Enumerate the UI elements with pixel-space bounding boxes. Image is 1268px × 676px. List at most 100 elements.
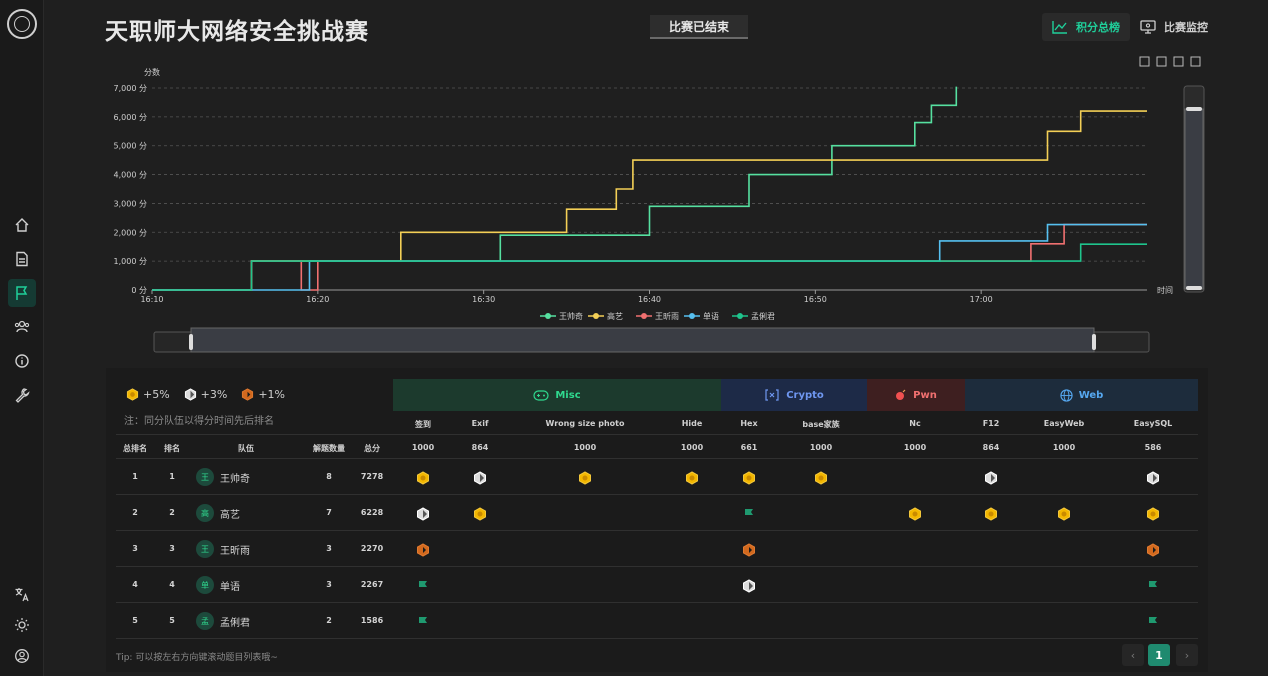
challenge-points-0: 1000: [411, 443, 435, 452]
y-tick-label-3: 3,000 分: [114, 199, 147, 208]
challenge-name-5[interactable]: base家族: [802, 420, 840, 429]
zoom-icon[interactable]: [1139, 56, 1150, 67]
y-tick-label-1: 1,000 分: [114, 257, 147, 266]
header-rank: 排名: [164, 444, 180, 453]
team-name: 孟俐君: [220, 617, 250, 629]
header-team: 队伍: [238, 444, 254, 453]
vertical-zoom-range[interactable]: [1184, 108, 1204, 290]
row-divider: [116, 566, 1198, 567]
overall-rank-cell: 4: [132, 580, 138, 589]
category-crypto: Crypto: [721, 379, 867, 411]
vertical-zoom-handle-bottom[interactable]: [1186, 286, 1202, 290]
solved-flag-icon: [416, 578, 430, 592]
refresh-icon[interactable]: [1173, 56, 1184, 67]
challenge-name-0[interactable]: 签到: [415, 420, 431, 429]
gold-medal-icon: [814, 470, 828, 485]
challenge-name-2[interactable]: Wrong size photo: [545, 419, 625, 428]
ranking-note: 注：同分队伍以得分时间先后排名: [124, 416, 274, 427]
team-cell[interactable]: 高高艺: [196, 504, 240, 522]
gold-medal-icon: [1057, 506, 1071, 521]
team-icon[interactable]: [8, 313, 36, 341]
legend-marker-0: [545, 313, 551, 319]
challenge-name-8[interactable]: EasyWeb: [1043, 419, 1085, 428]
rank-cell: 3: [169, 544, 175, 553]
team-cell[interactable]: 单单语: [196, 576, 240, 594]
tab-monitor[interactable]: 比赛监控: [1130, 13, 1218, 41]
bomb-icon: [896, 389, 906, 400]
legend-label-2: 王昕雨: [655, 311, 679, 321]
team-name: 单语: [220, 581, 240, 593]
tab-scoreboard[interactable]: 积分总榜: [1042, 13, 1130, 41]
y-tick-label-7: 7,000 分: [114, 84, 147, 93]
wrench-icon[interactable]: [8, 381, 36, 409]
bronze-medal-icon: [416, 542, 430, 557]
line-chart-icon: [1052, 21, 1067, 34]
horizontal-zoom-range[interactable]: [190, 327, 1095, 353]
theme-sun-icon[interactable]: [8, 611, 36, 639]
legend-label-3: 单语: [703, 311, 719, 321]
avatar: 孟: [196, 612, 214, 630]
team-cell[interactable]: 王王帅奇: [196, 468, 250, 486]
info-icon[interactable]: [8, 347, 36, 375]
challenge-name-6[interactable]: Nc: [909, 419, 921, 428]
total-score-cell: 2267: [360, 580, 384, 589]
sidebar: [0, 0, 44, 676]
y-tick-label-4: 4,000 分: [114, 171, 147, 180]
document-icon[interactable]: [8, 245, 36, 273]
challenge-points-3: 1000: [680, 443, 704, 452]
gold-medal-icon: [473, 506, 487, 521]
header-score: 总分: [364, 444, 380, 453]
challenge-name-3[interactable]: Hide: [681, 419, 703, 428]
total-score-cell: 2270: [360, 544, 384, 553]
y-tick-label-0: 0 分: [131, 286, 147, 295]
row-divider: [116, 494, 1198, 495]
gold-medal-icon: [984, 506, 998, 521]
header-overall-rank: 总排名: [123, 444, 147, 453]
vertical-zoom-handle-top[interactable]: [1186, 107, 1202, 111]
horizontal-zoom-handle-left[interactable]: [189, 334, 193, 350]
gold-bonus: +5%: [126, 388, 170, 401]
team-cell[interactable]: 孟孟俐君: [196, 612, 250, 630]
total-score-cell: 1586: [360, 616, 384, 625]
gold-medal-icon: [1146, 506, 1160, 521]
translate-icon[interactable]: [8, 580, 36, 608]
download-icon[interactable]: [1190, 56, 1201, 67]
challenge-name-4[interactable]: Hex: [740, 419, 758, 428]
overall-rank-cell: 1: [132, 472, 138, 481]
horizontal-zoom-handle-right[interactable]: [1092, 334, 1096, 350]
challenge-name-7[interactable]: F12: [982, 419, 1000, 428]
challenge-points-5: 1000: [809, 443, 833, 452]
solved-flag-icon: [1146, 578, 1160, 592]
avatar: 高: [196, 504, 214, 522]
prev-page-button[interactable]: ‹: [1122, 644, 1144, 666]
next-page-button[interactable]: ›: [1176, 644, 1198, 666]
bonus-legend: +5% +3% +1%: [126, 388, 285, 401]
page-1-button[interactable]: 1: [1148, 644, 1170, 666]
challenge-points-8: 1000: [1052, 443, 1076, 452]
legend-marker-3: [689, 313, 695, 319]
silver-bonus: +3%: [184, 388, 227, 401]
university-logo: [7, 9, 37, 39]
challenge-points-7: 864: [982, 443, 1000, 452]
tab-monitor-label: 比赛监控: [1164, 21, 1208, 34]
series-line-3: [152, 223, 1147, 291]
solved-count-cell: 3: [326, 580, 332, 589]
home-icon[interactable]: [8, 211, 36, 239]
team-cell[interactable]: 王王昕雨: [196, 540, 250, 558]
scroll-tip: Tip: 可以按左右方向键滚动题目列表哦~: [116, 653, 278, 663]
overall-rank-cell: 2: [132, 508, 138, 517]
team-name: 王帅奇: [220, 473, 250, 485]
overall-rank-cell: 5: [132, 616, 138, 625]
challenge-name-9[interactable]: EasySQL: [1133, 419, 1173, 428]
zoom-reset-icon[interactable]: [1156, 56, 1167, 67]
legend-marker-1: [593, 313, 599, 319]
page-title: 天职师大网络安全挑战赛: [105, 19, 369, 45]
challenge-name-1[interactable]: Exif: [471, 419, 489, 428]
user-icon[interactable]: [8, 642, 36, 670]
rank-cell: 2: [169, 508, 175, 517]
silver-medal-icon: [742, 578, 756, 593]
gold-medal-icon: [578, 470, 592, 485]
solved-count-cell: 2: [326, 616, 332, 625]
silver-medal-icon: [184, 388, 196, 401]
flag-icon[interactable]: [8, 279, 36, 307]
